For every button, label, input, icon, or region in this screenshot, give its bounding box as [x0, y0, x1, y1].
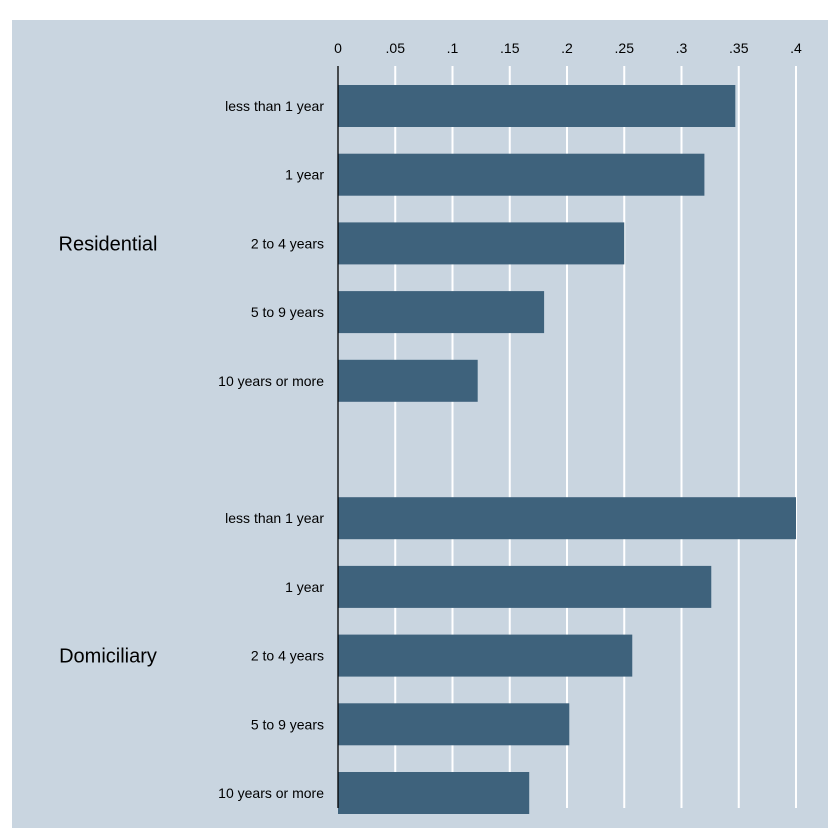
bar [338, 772, 530, 814]
category-label: 2 to 4 years [251, 648, 324, 664]
bar [338, 565, 712, 608]
category-label: 5 to 9 years [251, 304, 324, 320]
x-tick-label: .15 [500, 40, 520, 56]
x-tick-label: .35 [729, 40, 749, 56]
category-label: less than 1 year [225, 510, 324, 526]
category-label: 10 years or more [218, 785, 324, 801]
x-tick-label: .2 [561, 40, 573, 56]
x-tick-label: 0 [334, 40, 342, 56]
bar [338, 497, 796, 540]
bar [338, 291, 545, 334]
bar [338, 703, 570, 746]
category-labels: less than 1 year 1 year 2 to 4 years 5 to 9… [218, 98, 324, 801]
group-label: Residential [59, 233, 158, 255]
category-label: 10 years or more [218, 373, 324, 389]
category-label: less than 1 year [225, 98, 324, 114]
bar [338, 634, 633, 677]
x-tick-label: .4 [790, 40, 802, 56]
bar [338, 222, 625, 265]
bar [338, 85, 736, 127]
x-tick-label: .3 [676, 40, 688, 56]
category-label: 1 year [285, 167, 324, 183]
category-label: 1 year [285, 579, 324, 595]
group-label: Domiciliary [59, 646, 157, 668]
bars [338, 85, 796, 814]
x-tick-label: .1 [447, 40, 459, 56]
category-label: 5 to 9 years [251, 716, 324, 732]
x-tick-label: .25 [615, 40, 635, 56]
group-labels: Residential Domiciliary [59, 233, 158, 667]
x-tick-label: .05 [386, 40, 406, 56]
x-axis-ticks: 0 .05 .1 .15 .2 .25 .3 .35 .4 [334, 40, 802, 56]
bar [338, 359, 478, 402]
bar [338, 153, 705, 196]
category-label: 2 to 4 years [251, 235, 324, 251]
